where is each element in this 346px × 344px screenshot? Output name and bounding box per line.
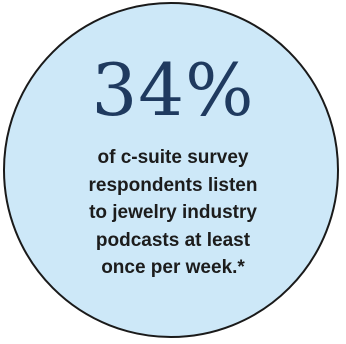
stat-caption: of c-suite survey respondents listen to …: [0, 144, 346, 282]
stat-caption-line: respondents listen: [88, 174, 258, 196]
stat-caption-line: of c-suite survey: [97, 147, 249, 168]
stat-percentage: 34%: [91, 48, 255, 132]
stat-circle: [3, 2, 339, 338]
stat-caption-line: once per week.*: [101, 257, 245, 278]
stat-caption-line: to jewelry industry: [89, 202, 257, 223]
stat-caption-line: podcasts at least: [95, 229, 251, 251]
